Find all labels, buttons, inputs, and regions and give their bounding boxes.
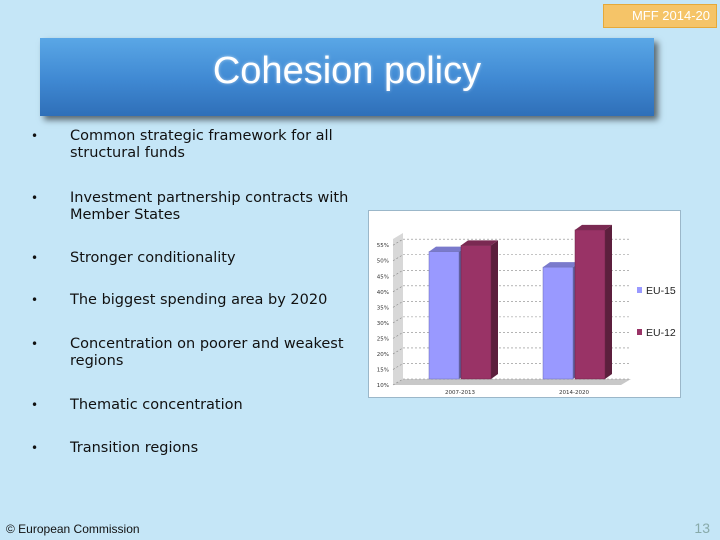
bullet-dot: • bbox=[31, 293, 39, 307]
gridline-side bbox=[392, 332, 404, 339]
y-tick-label: 55% bbox=[377, 243, 389, 249]
slide-title: Cohesion policy bbox=[212, 50, 482, 92]
bar-side bbox=[605, 224, 612, 379]
gridline-side bbox=[392, 254, 404, 262]
y-tick-label: 35% bbox=[377, 305, 389, 311]
gridline-side bbox=[392, 301, 404, 308]
y-tick-label: 50% bbox=[377, 259, 389, 265]
y-tick-label: 20% bbox=[377, 352, 389, 358]
gridline-side bbox=[392, 363, 404, 370]
gridline-side bbox=[392, 285, 404, 293]
page-number: 13 bbox=[694, 520, 710, 536]
x-tick-label: 2007-2013 bbox=[445, 390, 475, 396]
legend-label: EU-12 bbox=[646, 327, 676, 339]
x-tick-label: 2014-2020 bbox=[559, 390, 589, 396]
bullet-dot: • bbox=[31, 191, 39, 205]
bullet-text: Common strategic framework for all struc… bbox=[70, 128, 333, 161]
bar-top bbox=[461, 240, 498, 246]
legend-swatch bbox=[637, 287, 642, 293]
bullet-dot: • bbox=[31, 441, 39, 455]
bar-side bbox=[491, 240, 498, 379]
bar-top bbox=[429, 246, 466, 252]
bullet-dot: • bbox=[31, 398, 39, 412]
bullet-text: Concentration on poorer and weakest regi… bbox=[70, 336, 344, 369]
gridline-side bbox=[392, 347, 404, 355]
gridline-side bbox=[392, 238, 404, 246]
bar bbox=[460, 245, 492, 380]
bullet-dot: • bbox=[31, 337, 39, 351]
gridline-side bbox=[392, 378, 404, 386]
bar bbox=[428, 251, 460, 380]
copyright-footer: © European Commission bbox=[6, 522, 140, 536]
legend-swatch bbox=[637, 329, 642, 335]
bullet-text: Thematic concentration bbox=[70, 397, 243, 413]
title-banner: Cohesion policy bbox=[40, 38, 654, 116]
y-tick-label: 10% bbox=[377, 383, 389, 389]
y-tick-label: 15% bbox=[377, 367, 389, 373]
legend-label: EU-15 bbox=[646, 285, 676, 297]
y-tick-label: 40% bbox=[377, 290, 389, 296]
gridline-side bbox=[392, 316, 404, 324]
y-tick-label: 25% bbox=[377, 336, 389, 342]
bullet-dot: • bbox=[31, 251, 39, 265]
chart-floor bbox=[393, 379, 631, 385]
bullet-text: Investment partnership contracts with Me… bbox=[70, 190, 349, 223]
bullet-dot: • bbox=[31, 129, 39, 143]
mff-badge: MFF 2014-20 bbox=[603, 4, 717, 28]
gridline-side bbox=[392, 270, 404, 277]
bullet-text: Transition regions bbox=[70, 440, 199, 456]
bar bbox=[574, 229, 606, 380]
bar-chart: 10% 15% 20% 25% 30% 35% 40% 45% 50% 55% 2007-2013 2… bbox=[377, 224, 676, 396]
bar-top bbox=[543, 262, 580, 268]
bar-top bbox=[575, 224, 612, 230]
bullet-text: The biggest spending area by 2020 bbox=[70, 292, 328, 308]
chart-left-wall bbox=[393, 233, 403, 385]
y-tick-label: 45% bbox=[377, 274, 389, 280]
y-tick-label: 30% bbox=[377, 321, 389, 327]
bar bbox=[542, 266, 574, 380]
bullet-text: Stronger conditionality bbox=[70, 250, 236, 266]
chart-container: 10% 15% 20% 25% 30% 35% 40% 45% 50% 55% 2007-2013 2… bbox=[368, 210, 681, 398]
